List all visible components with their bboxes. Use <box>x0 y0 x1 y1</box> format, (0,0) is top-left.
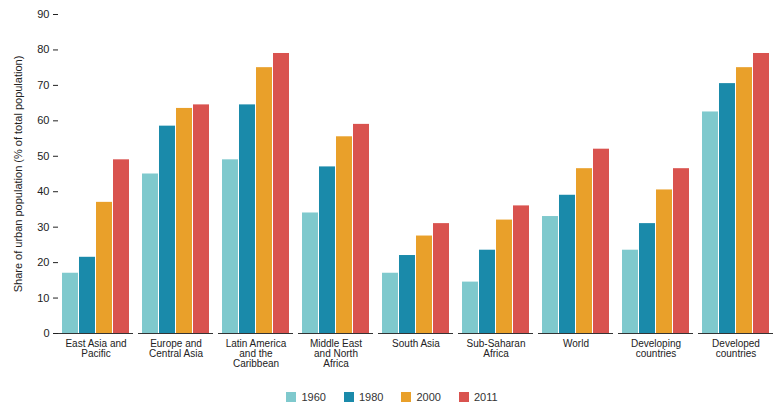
svg-text:0: 0 <box>43 327 49 339</box>
svg-text:30: 30 <box>37 221 49 233</box>
svg-text:40: 40 <box>37 185 49 197</box>
svg-text:70: 70 <box>37 79 49 91</box>
svg-text:80: 80 <box>37 43 49 55</box>
html-text:2000: 2000 <box>416 391 441 403</box>
svg-text:World: World <box>563 338 589 349</box>
svg-text:Middle Eastand NorthAfrica: Middle Eastand NorthAfrica <box>310 338 362 369</box>
svg-text:Sub-SaharanAfrica: Sub-SaharanAfrica <box>467 338 526 359</box>
svg-text:Latin Americaand theCaribbean: Latin Americaand theCaribbean <box>226 338 287 369</box>
svg-text:Europe andCentral Asia: Europe andCentral Asia <box>149 338 203 359</box>
svg-text:90: 90 <box>37 8 49 20</box>
svg-text:East Asia andPacific: East Asia andPacific <box>65 338 126 359</box>
svg-text:Developedcountries: Developedcountries <box>712 338 760 359</box>
svg-text:South Asia: South Asia <box>392 338 440 349</box>
svg-text:Share of urban population (% o: Share of urban population (% of total po… <box>12 56 24 293</box>
html-text:1960: 1960 <box>301 391 326 403</box>
svg-text:Developingcountries: Developingcountries <box>631 338 681 359</box>
svg-text:20: 20 <box>37 256 49 268</box>
html-text:2011: 2011 <box>473 391 498 403</box>
svg-text:10: 10 <box>37 292 49 304</box>
html-text:1980: 1980 <box>358 391 384 403</box>
svg-text:60: 60 <box>37 114 49 126</box>
svg-text:50: 50 <box>37 150 49 162</box>
